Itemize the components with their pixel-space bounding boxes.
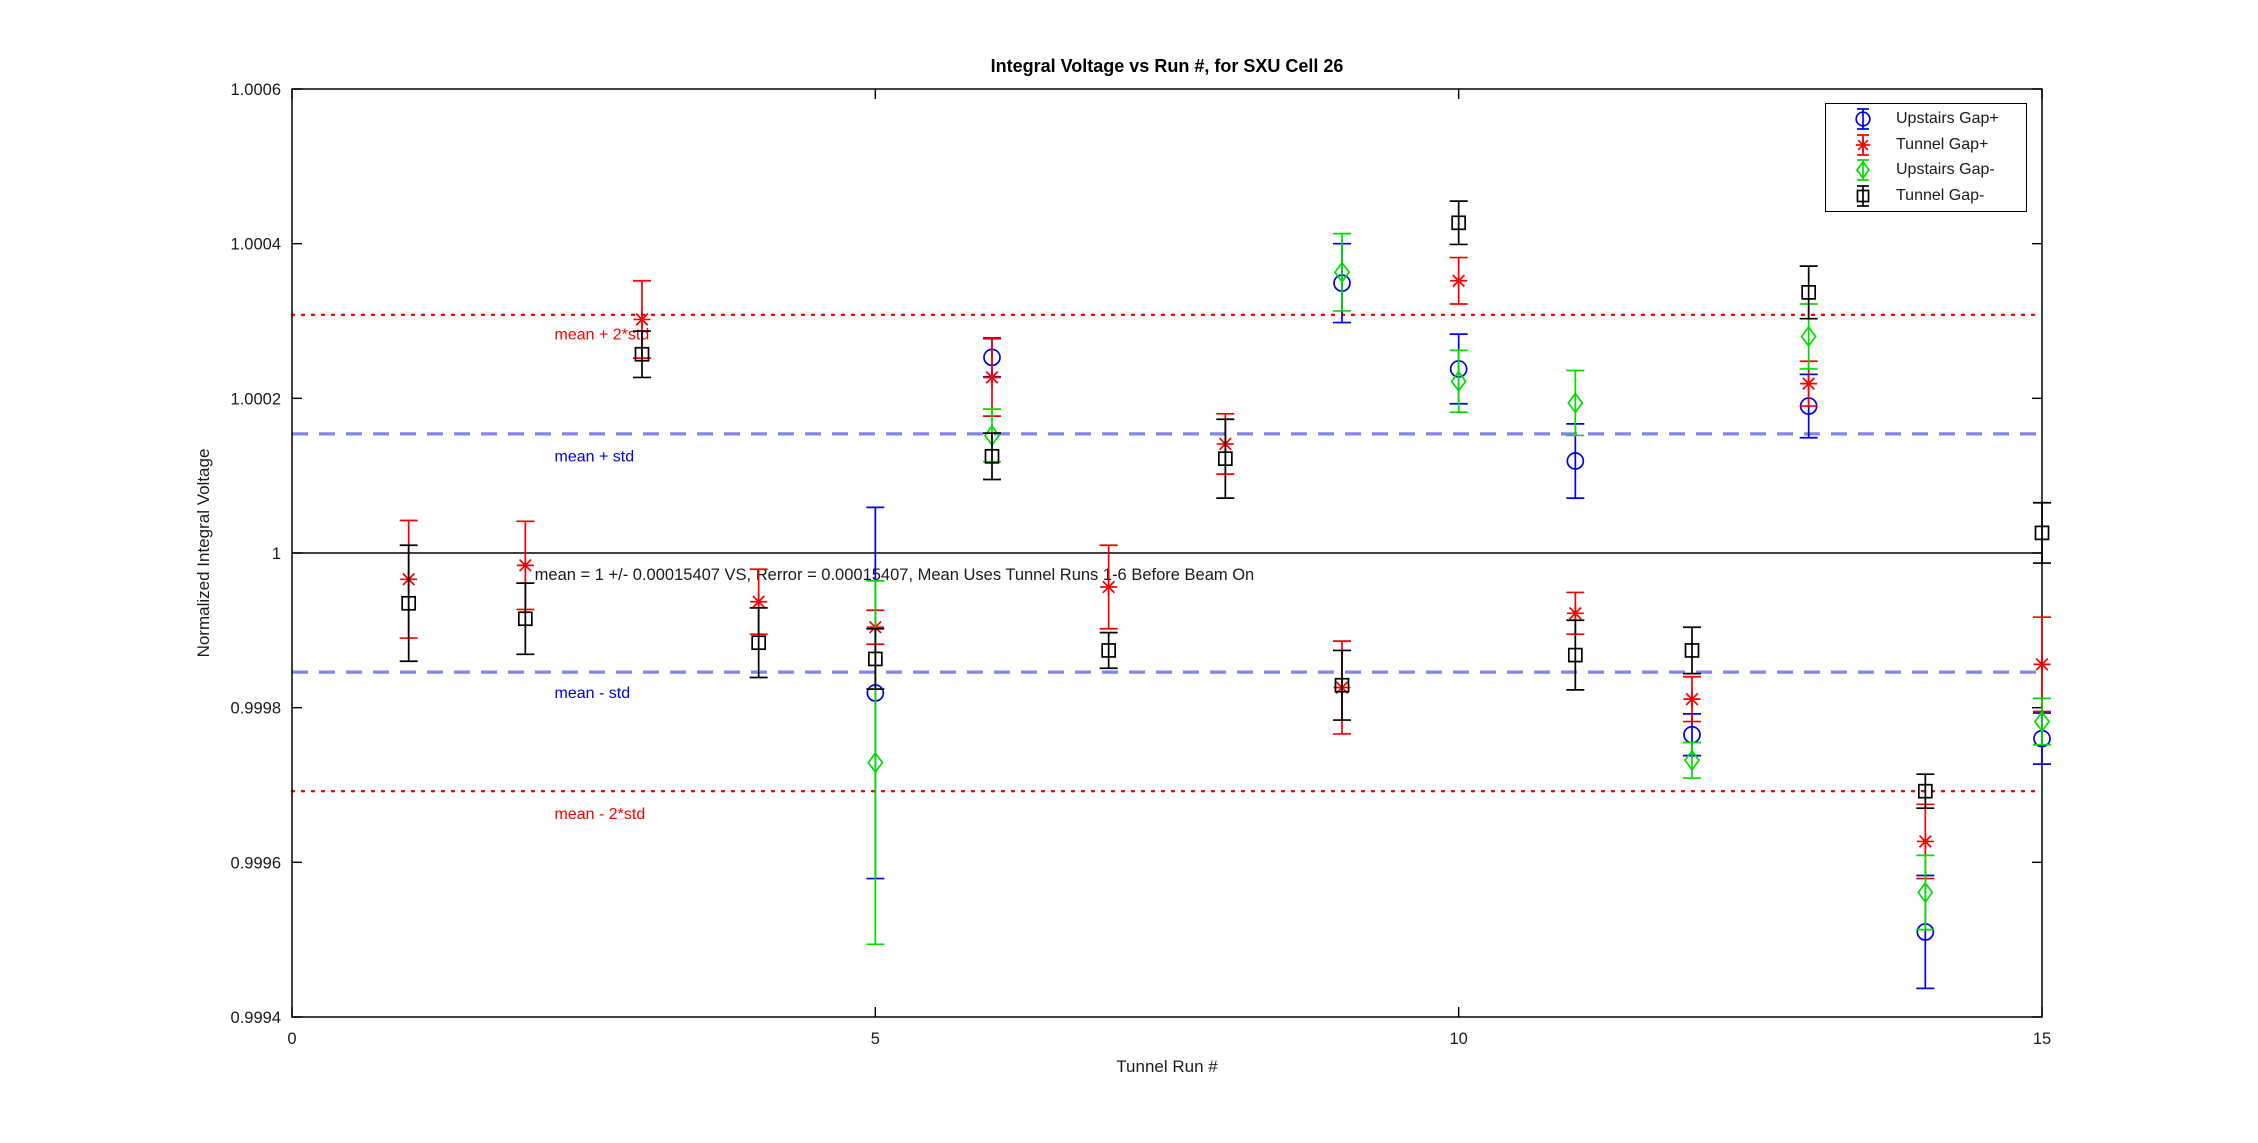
axes: 0 5 10 15 0.9994 0.9996 0.9998 1 1.0002 1.0004 1.0… [231,81,2052,1048]
y-tick-label: 1.0002 [231,390,281,408]
error-bar [1333,649,1351,721]
circle-marker-icon [1855,108,1871,130]
data-point [1800,375,1818,393]
error-bar [983,432,1001,481]
legend-item-tunnel-gap-minus: Tunnel Gap- [1826,183,2026,208]
error-bar [1216,418,1235,499]
error-bar [1566,369,1585,437]
error-bar [1449,349,1468,414]
error-bar [1683,626,1701,675]
data-point [1450,272,1468,290]
legend-label: Upstairs Gap+ [1896,110,1999,128]
error-bar [1916,773,1935,810]
diamond-marker-icon [1855,159,1871,182]
data-point [517,611,533,627]
square-marker-icon [1856,185,1870,207]
data-point [1916,832,1934,850]
reference-line-label-mean-minus-2std: mean - 2*std [555,806,646,823]
mean-annotation: mean = 1 +/- 0.00015407 VS, Rerror = 0.0… [535,566,1255,584]
y-tick-label: 0.9994 [231,1009,281,1027]
data-point [984,448,1000,464]
data-point [1566,452,1585,470]
legend-item-upstairs-gap-plus: Upstairs Gap+ [1826,107,2026,132]
reference-line-label-mean-plus-2std: mean + 2*std [555,326,650,343]
data-point [1100,578,1118,596]
asterisk-marker [1855,137,1871,152]
error-bar [399,544,418,663]
reference-line-label-mean-minus-std: mean - std [555,685,631,702]
error-bar [633,330,651,379]
error-bar [866,627,885,690]
legend-label: Tunnel Gap- [1896,186,1985,204]
data-point [1684,643,1700,658]
error-bar [1683,741,1701,779]
error-bar [749,607,768,679]
y-tick-label: 1.0006 [231,81,281,99]
data-point [1567,392,1584,414]
chart-title: Integral Voltage vs Run #, for SXU Cell … [990,56,1344,76]
data-point [867,751,884,774]
x-tick-label: 10 [1449,1030,1467,1048]
line-labels: mean + 2*std mean + std mean - std mean - 2… [535,326,1255,822]
data-point [1217,451,1233,467]
data-point [1101,643,1117,658]
y-tick-label: 1 [272,545,281,563]
x-tick-label: 0 [287,1030,296,1048]
y-tick-label: 0.9998 [231,700,281,718]
data-point [1333,261,1351,284]
x-tick-label: 15 [2033,1030,2051,1048]
error-bar [1099,631,1118,670]
data-point [1567,647,1583,663]
y-axis-label: Normalized Integral Voltage [194,448,213,658]
reference-lines [290,313,2044,793]
error-bar [2033,501,2051,564]
legend-item-upstairs-gap-minus: Upstairs Gap- [1826,158,2026,183]
reference-line-label-mean-plus-std: mean + std [555,449,635,466]
data-point [1801,285,1817,300]
data-point [2033,655,2051,673]
data-point [1683,690,1701,708]
data-point [516,556,534,574]
error-bar [1449,200,1468,246]
y-tick-label: 1.0004 [231,236,281,254]
data-point [1334,677,1350,693]
data-point [2033,710,2051,733]
data-point [751,635,767,651]
data-point [634,346,650,362]
error-bar [2033,697,2051,746]
data-point [1917,783,1933,799]
error-bar [1566,619,1585,691]
series-tunnel-gap- [399,200,2051,810]
diamond-marker [1855,160,1871,180]
data-point [983,368,1001,386]
data-point [1566,604,1584,622]
data-point [401,595,417,611]
y-tick-label: 0.9996 [231,854,281,872]
error-bar [1333,232,1351,312]
legend-label: Tunnel Gap+ [1896,135,1989,153]
square-marker [1856,189,1870,203]
data-point [2034,525,2050,541]
data-point [633,310,651,328]
error-bar [1799,265,1818,320]
x-axis-label: Tunnel Run # [1116,1057,1218,1076]
data-point [1800,325,1817,348]
legend-item-tunnel-gap-plus: Tunnel Gap+ [1826,132,2026,157]
x-tick-label: 5 [871,1030,880,1048]
legend: Upstairs Gap+ Tunnel Gap+ Upstairs Gap- … [1825,103,2027,212]
data-point [867,651,883,667]
error-bar [516,582,535,656]
asterisk-marker-icon [1855,133,1871,156]
data-point [1683,749,1701,772]
error-bar [1916,854,1935,931]
circle-marker [1855,111,1871,127]
legend-label: Upstairs Gap- [1896,161,1995,179]
data-point [1450,370,1467,393]
data-point [1451,215,1467,231]
data-point [1917,881,1934,904]
